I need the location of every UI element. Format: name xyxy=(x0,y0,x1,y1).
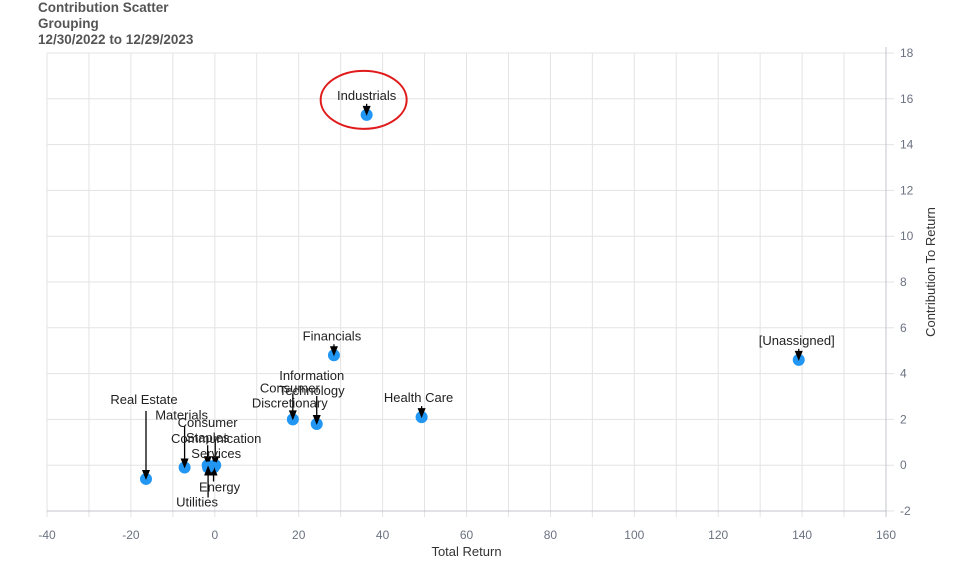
point-label: Consumer xyxy=(260,380,321,395)
date-range: 12/30/2022 to 12/29/2023 xyxy=(38,32,194,47)
data-point[interactable]: Real Estate xyxy=(110,392,178,485)
y-tick-label: 12 xyxy=(900,183,914,197)
data-point[interactable]: Industrials xyxy=(319,69,408,130)
highlight-circle xyxy=(319,69,408,130)
point-label: Services xyxy=(191,446,241,461)
y-tick-label: 6 xyxy=(900,321,907,335)
arrow-icon xyxy=(794,350,803,361)
arrow-icon xyxy=(362,105,371,116)
data-point[interactable]: Financials xyxy=(303,328,362,362)
arrow-icon xyxy=(180,458,189,469)
x-tick-label: 100 xyxy=(624,528,644,542)
point-label: Energy xyxy=(199,479,241,494)
y-tick-label: 18 xyxy=(900,46,914,60)
x-tick-label: 80 xyxy=(544,528,558,542)
y-tick-label: 16 xyxy=(900,92,914,106)
point-label: Financials xyxy=(303,328,362,343)
point-label: Materials xyxy=(155,407,208,422)
point-label: Information xyxy=(279,368,344,383)
data-point[interactable]: Materials xyxy=(155,407,208,474)
arrow-icon xyxy=(329,346,338,357)
point-label: Consumer xyxy=(178,415,239,430)
point-label: Technology xyxy=(279,383,345,398)
x-tick-label: 120 xyxy=(708,528,728,542)
arrow-icon xyxy=(417,408,426,419)
x-axis-title: Total Return xyxy=(431,544,501,559)
chart-title: Contribution Scatter xyxy=(38,0,169,15)
y-axis-title: Contribution To Return xyxy=(923,207,938,337)
point-label: Utilities xyxy=(176,494,218,509)
data-point[interactable]: [Unassigned] xyxy=(759,333,835,366)
arrow-icon xyxy=(211,456,220,467)
point-label: [Unassigned] xyxy=(759,333,835,348)
arrow-icon xyxy=(288,410,297,421)
data-point[interactable]: Utilities xyxy=(176,461,219,509)
point-label: Industrials xyxy=(337,88,397,103)
point-label: Discretionary xyxy=(252,395,328,410)
y-tick-label: 14 xyxy=(900,138,914,152)
x-tick-label: 0 xyxy=(211,528,218,542)
arrow-icon xyxy=(142,469,151,480)
chart-header: Contribution Scatter Grouping 12/30/2022… xyxy=(38,0,193,48)
x-tick-label: 60 xyxy=(460,528,474,542)
point-label: Communication xyxy=(171,431,261,446)
y-tick-label: 2 xyxy=(900,412,907,426)
chart-subtitle: Grouping xyxy=(38,16,99,31)
y-tick-label: 4 xyxy=(900,367,907,381)
arrow-icon xyxy=(203,456,212,467)
data-point[interactable]: Health Care xyxy=(384,390,453,424)
point-label: Health Care xyxy=(384,390,453,405)
x-tick-label: -20 xyxy=(122,528,140,542)
point-label: Real Estate xyxy=(110,392,177,407)
y-tick-label: 10 xyxy=(900,229,914,243)
x-tick-label: 40 xyxy=(376,528,390,542)
point-label: Staples xyxy=(186,430,230,445)
x-tick-label: -40 xyxy=(38,528,56,542)
y-tick-label: 0 xyxy=(900,458,907,472)
x-tick-label: 160 xyxy=(876,528,896,542)
x-tick-label: 20 xyxy=(292,528,306,542)
arrow-icon xyxy=(209,465,218,476)
x-tick-label: 140 xyxy=(792,528,812,542)
y-tick-label: 8 xyxy=(900,275,907,289)
y-tick-label: -2 xyxy=(900,504,911,518)
arrow-icon xyxy=(312,414,321,425)
arrow-icon xyxy=(204,465,213,476)
